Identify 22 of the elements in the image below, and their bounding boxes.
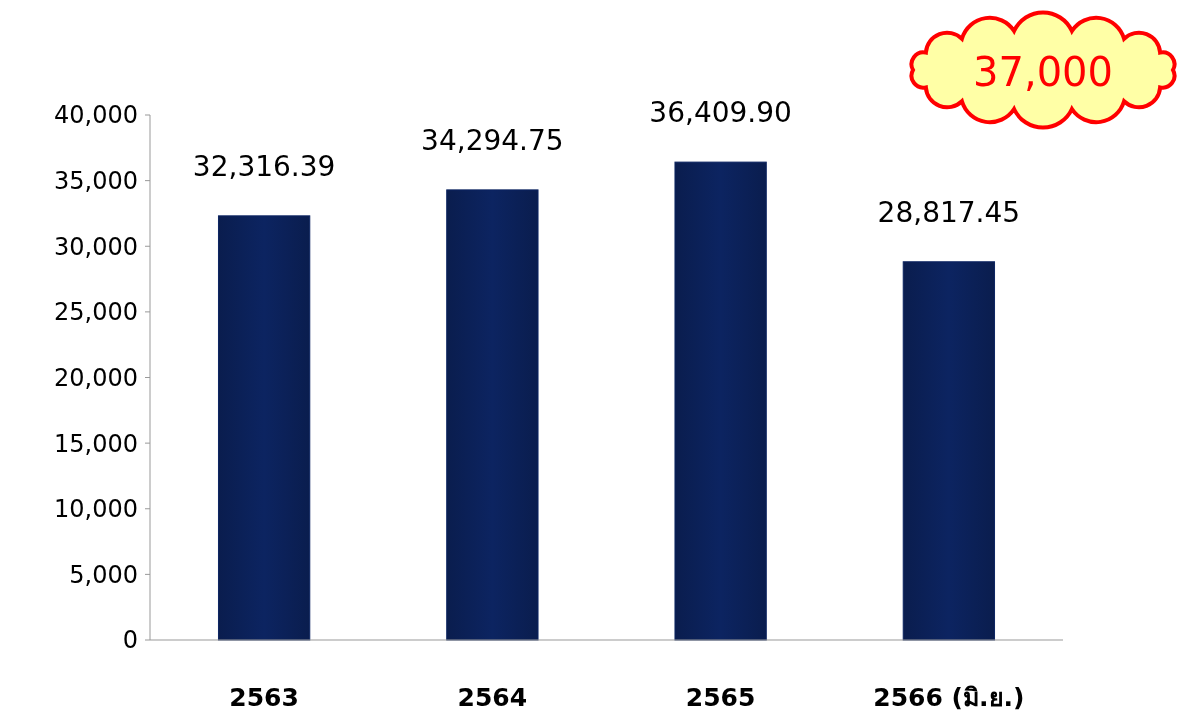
y-tick-label: 15,000: [54, 429, 138, 458]
y-tick-label: 10,000: [54, 495, 138, 524]
y-tick-label: 30,000: [54, 232, 138, 261]
bar: [902, 261, 996, 641]
text: 37,000: [973, 49, 1113, 95]
y-tick-label: 40,000: [54, 101, 138, 130]
y-tick-label: 5,000: [69, 560, 138, 589]
y-tick-label: 20,000: [54, 363, 138, 392]
x-tick-label: 2564: [457, 682, 528, 712]
data-label: 34,294.75: [421, 123, 564, 157]
data-label: 32,316.39: [192, 149, 336, 183]
x-tick-label: 2565: [685, 682, 756, 712]
data-label: 36,409.90: [649, 96, 792, 130]
x-tick-label: 2566 (มิ.ย.): [873, 682, 1025, 712]
bar: [446, 189, 539, 641]
x-tick-label: 2563: [229, 682, 299, 712]
bar: [674, 161, 767, 641]
y-tick-label: 35,000: [54, 167, 138, 196]
y-tick-label: 0: [122, 626, 138, 655]
bar: [217, 215, 311, 641]
y-tick-label: 25,000: [54, 298, 138, 327]
data-label: 28,817.45: [877, 195, 1021, 229]
